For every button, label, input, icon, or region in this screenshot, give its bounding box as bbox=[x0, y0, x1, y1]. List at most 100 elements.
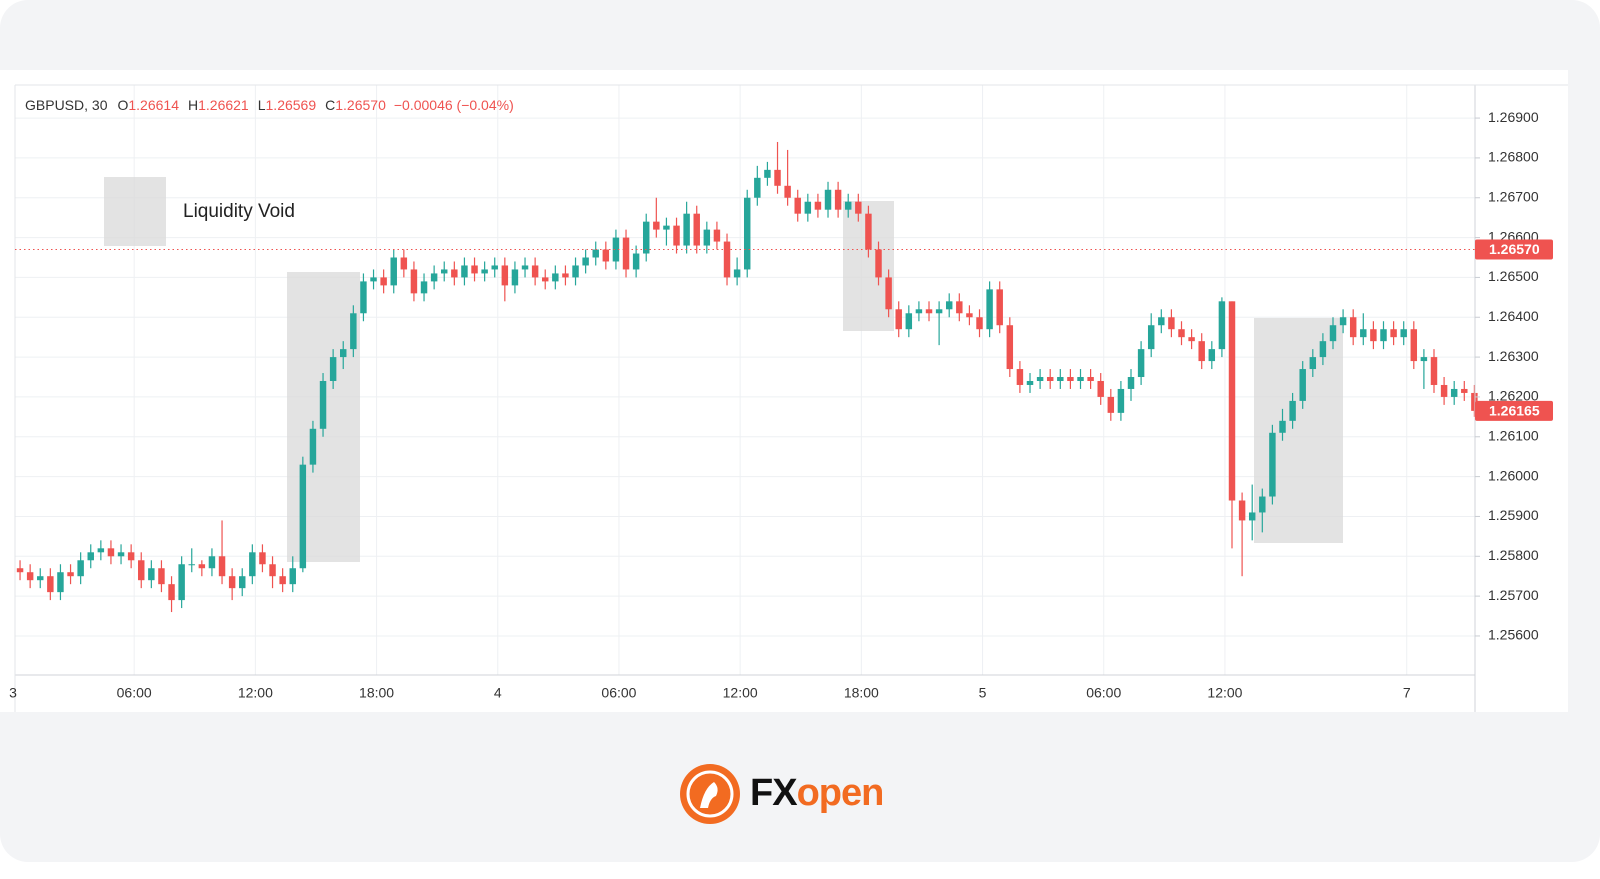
x-tick-label: 5 bbox=[979, 685, 987, 701]
change: −0.00046 (−0.04%) bbox=[394, 97, 514, 113]
candle-body bbox=[1430, 357, 1438, 385]
candle-body bbox=[178, 564, 185, 601]
candle-body bbox=[117, 552, 125, 557]
candle-body bbox=[935, 309, 943, 314]
candle-body bbox=[966, 313, 973, 318]
candle-body bbox=[26, 572, 34, 581]
candle-body bbox=[541, 277, 549, 282]
price-tag bbox=[1475, 400, 1553, 421]
y-tick-label: 1.25900 bbox=[1488, 507, 1539, 523]
ticks: 1.25600 1.25700 1.25800 1.25900 1.26000 1.261… bbox=[9, 109, 1539, 701]
ohlc-value: 1.26621 bbox=[198, 97, 249, 113]
candle-body bbox=[733, 269, 741, 278]
candle-body bbox=[1057, 377, 1064, 381]
candle-body bbox=[1006, 325, 1014, 370]
candle-body bbox=[350, 313, 357, 350]
candle-body bbox=[834, 189, 842, 210]
candle-body bbox=[1360, 329, 1367, 338]
candle-body bbox=[390, 257, 397, 286]
logo-icon-ring bbox=[686, 770, 734, 818]
candle-body bbox=[895, 309, 902, 330]
y-tick-label: 1.25700 bbox=[1488, 587, 1539, 603]
x-tick-label: 4 bbox=[494, 685, 502, 701]
x-tick-label: 12:00 bbox=[238, 685, 273, 701]
candle-body bbox=[1188, 337, 1195, 342]
y-tick-label: 1.26900 bbox=[1488, 109, 1539, 125]
candle-body bbox=[754, 177, 761, 198]
ohlc-header: GBPUSD, 30 O1.26614 H1.26621 L1.26569 C1.265… bbox=[25, 97, 514, 113]
y-tick-label: 1.25600 bbox=[1488, 627, 1539, 643]
candle-body bbox=[107, 548, 115, 557]
candle-body bbox=[905, 313, 913, 330]
ohlc-value: 1.26570 bbox=[335, 97, 386, 113]
candle-body bbox=[380, 277, 387, 286]
candle-body bbox=[259, 552, 266, 565]
ohlc-key: H bbox=[188, 97, 198, 113]
candle-body bbox=[1339, 317, 1347, 326]
candle-body bbox=[976, 317, 983, 330]
logo: FXopen bbox=[680, 764, 884, 824]
candle-body bbox=[1380, 329, 1387, 342]
price-tag-label: 1.26165 bbox=[1489, 403, 1540, 419]
symbol: GBPUSD, 30 bbox=[25, 97, 108, 113]
candle-body bbox=[228, 576, 236, 589]
candle-body bbox=[1440, 384, 1448, 397]
candles bbox=[16, 141, 1478, 613]
candle-body bbox=[1248, 512, 1256, 521]
candle-body bbox=[531, 265, 539, 278]
candle-body bbox=[1370, 329, 1377, 342]
y-tick-label: 1.26700 bbox=[1488, 188, 1539, 204]
price-tags: 1.26570 1.26165 bbox=[15, 239, 1553, 421]
candle-body bbox=[925, 309, 933, 314]
candle-body bbox=[986, 289, 993, 330]
candle-body bbox=[269, 564, 276, 577]
candle-body bbox=[1127, 377, 1135, 389]
candle-body bbox=[1410, 329, 1418, 362]
legend-swatch bbox=[104, 177, 166, 246]
candle-body bbox=[915, 309, 923, 314]
candle-body bbox=[855, 201, 862, 214]
candle-body bbox=[693, 213, 700, 246]
candle-body bbox=[471, 265, 478, 274]
candle-body bbox=[1016, 369, 1024, 385]
candle-body bbox=[329, 357, 337, 381]
ohlc-key: C bbox=[325, 97, 335, 113]
candle-body bbox=[521, 265, 529, 270]
candle-body bbox=[87, 552, 94, 561]
candle-body bbox=[814, 201, 822, 210]
candle-body bbox=[885, 277, 892, 310]
candle-body bbox=[127, 552, 135, 561]
ohlc-key: O bbox=[117, 97, 128, 113]
candle-body bbox=[501, 265, 509, 286]
candle-body bbox=[1067, 377, 1074, 381]
candle-body bbox=[1349, 317, 1357, 338]
candle-body bbox=[67, 572, 74, 577]
brand-prefix: FX bbox=[750, 772, 798, 814]
candle-body bbox=[1450, 388, 1458, 397]
candle-body bbox=[451, 269, 458, 278]
candle-body bbox=[824, 189, 832, 210]
y-tick-label: 1.26000 bbox=[1488, 467, 1539, 483]
candle-body bbox=[1279, 420, 1286, 433]
candle-body bbox=[703, 229, 711, 246]
candle-body bbox=[1168, 317, 1175, 330]
candle-body bbox=[1238, 500, 1246, 521]
candle-body bbox=[592, 249, 599, 258]
ohlc-key: L bbox=[258, 97, 266, 113]
candle-body bbox=[1026, 380, 1034, 385]
candle-body bbox=[663, 225, 670, 230]
candle-body bbox=[1046, 377, 1054, 381]
candle-body bbox=[1400, 329, 1407, 338]
candle-body bbox=[299, 464, 307, 569]
candle-body bbox=[1178, 329, 1185, 338]
candle-body bbox=[632, 253, 640, 270]
candle-body bbox=[875, 249, 882, 278]
candle-body bbox=[1158, 317, 1165, 326]
candle-body bbox=[319, 380, 327, 429]
candle-body bbox=[844, 201, 852, 210]
candle-body bbox=[168, 584, 175, 601]
candle-body bbox=[1319, 341, 1327, 358]
candle-body bbox=[602, 249, 610, 262]
candle-body bbox=[340, 349, 347, 358]
